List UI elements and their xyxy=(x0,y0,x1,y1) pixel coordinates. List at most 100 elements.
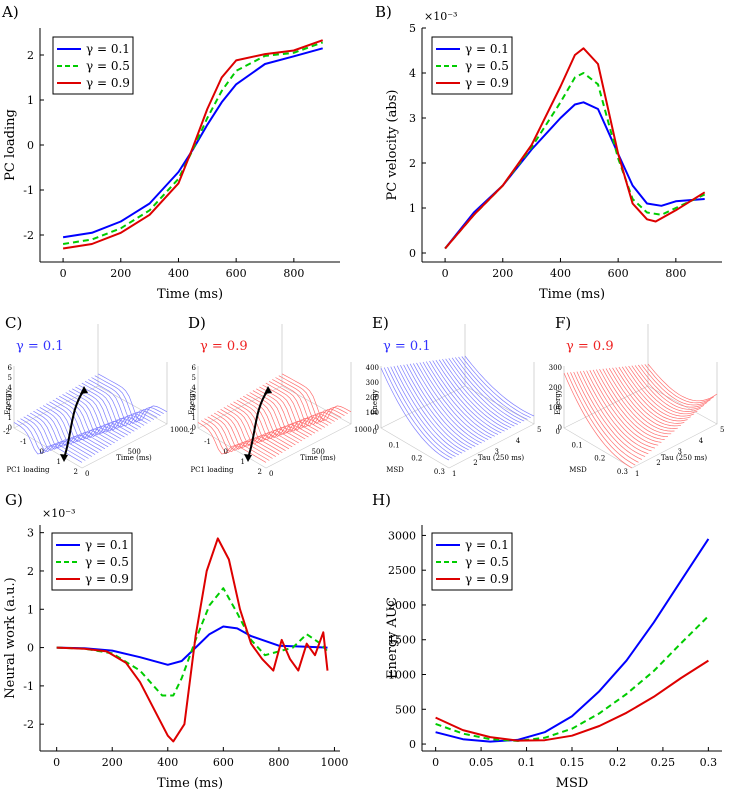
legend-label-0: γ = 0.1 xyxy=(85,538,129,552)
legend-label-2: γ = 0.9 xyxy=(85,572,129,586)
surface-x-tick: 0 xyxy=(269,470,273,478)
x-tick-label: 200 xyxy=(492,267,513,280)
surface-mesh-line xyxy=(204,418,273,459)
surface-mesh-line xyxy=(226,405,296,446)
y-tick-label: 1 xyxy=(27,94,34,107)
surface-mesh-line xyxy=(30,412,99,454)
surface-y-tick: -2 xyxy=(187,428,194,436)
surface-x-tick: 3 xyxy=(495,448,499,456)
surface-mesh-line xyxy=(641,364,711,406)
surface-mesh-line xyxy=(262,384,332,430)
surface-mesh-line xyxy=(631,365,701,412)
surface-mesh-line xyxy=(458,356,528,420)
x-axis-title: Time (ms) xyxy=(157,287,223,302)
series-line-0 xyxy=(62,47,323,239)
series-line-1 xyxy=(435,615,710,742)
surface-mesh-line xyxy=(406,364,476,447)
surface-mesh-line xyxy=(425,361,495,437)
y-tick-label: 2000 xyxy=(388,599,416,612)
surface-x-tick: 5 xyxy=(537,426,541,434)
surface-mesh-line xyxy=(380,367,450,461)
surface-mesh-line xyxy=(97,373,168,422)
surface-x-tick: 1000 xyxy=(170,426,188,434)
surface-x-tick: 4 xyxy=(699,437,704,445)
y-axis-title: PC velocity (abs) xyxy=(385,90,400,201)
surface-mesh-line xyxy=(612,367,682,427)
x-tick-label: 0 xyxy=(53,756,60,769)
surface-mesh-line xyxy=(13,422,83,463)
surface-z-tick: 4 xyxy=(192,384,197,392)
x-axis-title: MSD xyxy=(556,776,589,791)
surface-f: γ = 0.9 Energy Tau (250 ms) MSD 0 100 200 300 0 0… xyxy=(549,324,724,478)
surface-mesh-line xyxy=(84,380,155,426)
panel-label-c: C) xyxy=(5,314,22,332)
y-tick-label: 0 xyxy=(409,738,416,751)
surface-z-label: Energy xyxy=(554,389,562,415)
surface-mesh-line xyxy=(197,422,267,463)
surface-y-tick: 0 xyxy=(556,428,560,436)
surface-mesh-line xyxy=(599,369,669,438)
y-tick-label: 3 xyxy=(27,527,34,540)
surface-mesh-line xyxy=(644,364,714,404)
surface-mesh-line xyxy=(615,367,685,424)
surface-mesh-line xyxy=(464,355,535,417)
surface-mesh-line xyxy=(210,414,280,455)
surface-mesh-line xyxy=(49,401,119,442)
surface-x-tick: 500 xyxy=(128,448,141,456)
surface-mesh-line xyxy=(608,368,678,429)
surface-y-label: MSD xyxy=(569,466,587,474)
surface-z-tick: 1 xyxy=(8,414,12,422)
x-tick-label: 0 xyxy=(442,267,449,280)
surface-mesh-line xyxy=(265,382,335,428)
panel-label-d: D) xyxy=(188,314,206,332)
surface-mesh-line xyxy=(281,373,352,422)
surface-z-tick: 0 xyxy=(375,424,379,432)
x-tick-label: 0.05 xyxy=(469,756,494,769)
surface-mesh-line xyxy=(39,407,109,448)
x-tick-label: 600 xyxy=(213,756,234,769)
surface-mesh-line xyxy=(563,372,633,469)
surface-mesh-line xyxy=(94,375,164,423)
x-tick-label: 0.2 xyxy=(609,756,627,769)
x-tick-label: 0.3 xyxy=(700,756,718,769)
surface-mesh-line xyxy=(88,379,158,425)
surface-mesh-line xyxy=(207,416,276,457)
x-tick-label: 0 xyxy=(432,756,439,769)
y-tick-label: 1000 xyxy=(388,669,416,682)
x-tick-label: 800 xyxy=(665,267,686,280)
surface-y-tick: 0.3 xyxy=(434,468,445,476)
surface-d: γ = 0.9 Energy Time (ms) PC1 loading 0 1 2 3 4 5 6… xyxy=(187,324,372,478)
panel-label-e: E) xyxy=(372,314,389,332)
y-axis-title: Neural work (a.u.) xyxy=(3,577,18,698)
surface-z-tick: 200 xyxy=(549,384,562,392)
y-tick-label: 0 xyxy=(409,247,416,260)
surface-z-tick: 3 xyxy=(8,394,12,402)
surface-mesh-line xyxy=(390,366,459,456)
legend-label-0: γ = 0.1 xyxy=(465,42,509,56)
surface-mesh-line xyxy=(432,360,502,434)
surface-mesh-line xyxy=(570,372,639,463)
panel-label-a: A) xyxy=(1,3,19,21)
trajectory-arrow-icon xyxy=(80,386,88,394)
y-axis-title: PC loading xyxy=(3,109,18,181)
surface-mesh-line xyxy=(621,366,691,419)
surface-mesh-line xyxy=(55,397,125,439)
surface-title: γ = 0.1 xyxy=(383,339,431,354)
surface-z-tick: 0 xyxy=(558,424,562,432)
legend-label-1: γ = 0.5 xyxy=(86,59,130,73)
surface-mesh-line xyxy=(451,357,522,424)
surface-mesh-line xyxy=(52,399,122,440)
series-line-1 xyxy=(56,587,329,697)
surface-z-tick: 400 xyxy=(366,364,379,372)
surface-mesh-line xyxy=(448,358,518,425)
surface-x-label: Time (ms) xyxy=(116,454,152,462)
surface-z-tick: 1 xyxy=(192,414,196,422)
surface-y-tick: 2 xyxy=(74,468,78,476)
x-tick-label: 800 xyxy=(283,267,304,280)
surface-z-tick: 200 xyxy=(366,394,379,402)
surface-y-tick: -2 xyxy=(3,428,10,436)
surface-mesh-line xyxy=(618,366,688,422)
series-line-1 xyxy=(444,72,706,250)
surface-x-tick: 1 xyxy=(452,470,456,478)
